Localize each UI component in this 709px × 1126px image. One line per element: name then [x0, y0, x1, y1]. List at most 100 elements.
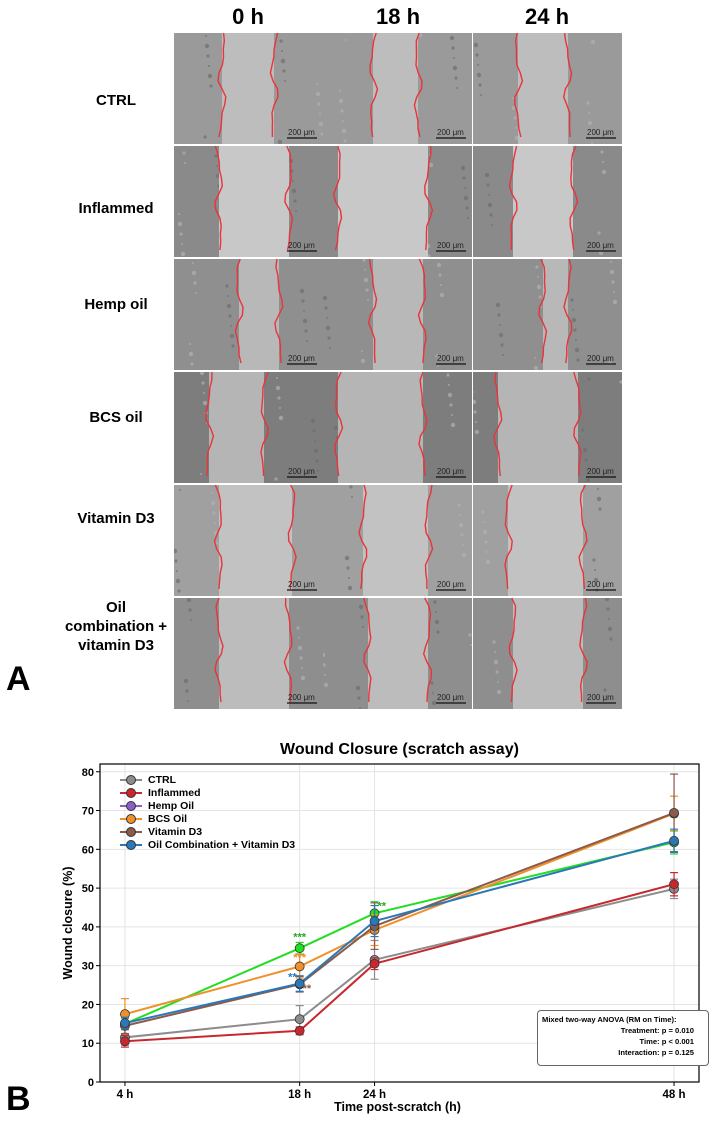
wound-edge-line [234, 259, 244, 364]
cell-speckle [323, 652, 326, 658]
cell-speckle [497, 313, 501, 317]
wound-edge-line [508, 598, 518, 703]
row-label-hemp-oil: Hemp oil [84, 296, 148, 313]
cell-speckle [338, 98, 344, 104]
cell-speckle [202, 400, 208, 406]
cell-speckle [343, 139, 347, 143]
cell-speckle [446, 373, 450, 377]
cell-speckle [602, 161, 604, 163]
cell-speckle [315, 91, 321, 97]
y-tick-label: 0 [88, 1077, 94, 1089]
x-tick-label: 24 h [363, 1089, 386, 1101]
wound-edge-line [569, 146, 579, 251]
cell-speckle [613, 291, 615, 293]
cell-speckle [214, 522, 216, 524]
wound-gap [209, 372, 264, 483]
cell-speckle [448, 384, 450, 386]
cell-speckle [474, 429, 480, 435]
cell-speckle [207, 73, 213, 79]
micrograph-tile: 200 μm [323, 598, 472, 709]
cell-speckle [430, 681, 434, 685]
cell-speckle [464, 187, 466, 189]
cell-speckle [598, 250, 604, 256]
cell-speckle [319, 113, 321, 115]
significance-marker: ** [303, 983, 312, 995]
wound-edge-line [579, 598, 589, 703]
cell-speckle [496, 689, 502, 695]
wound-edge-line [217, 33, 227, 138]
cell-speckle [481, 510, 485, 514]
cell-speckle [201, 381, 205, 385]
cell-speckle [592, 558, 596, 562]
cell-speckle [344, 555, 350, 561]
scale-bar-label: 200 μm [587, 580, 614, 589]
cell-speckle [536, 284, 542, 290]
cell-speckle [179, 232, 183, 236]
wound-gap [373, 259, 423, 370]
micrograph-tile: 200 μm [473, 33, 622, 144]
wound-edge-line [214, 598, 224, 703]
cell-speckle [175, 578, 181, 584]
cell-speckle [227, 295, 229, 297]
row-label-bcs-oil: BCS oil [89, 409, 143, 426]
scale-bar-label: 200 μm [437, 241, 464, 250]
data-point [669, 807, 679, 818]
cell-speckle [601, 169, 607, 175]
cell-speckle [215, 541, 219, 545]
data-point [294, 1025, 305, 1036]
cell-speckle [190, 619, 192, 621]
wound-gap [368, 598, 428, 709]
scale-bar-label: 200 μm [437, 354, 464, 363]
cell-speckle [299, 288, 305, 294]
cell-speckle [229, 333, 235, 339]
cell-speckle [317, 470, 319, 472]
wound-edge-line [367, 259, 378, 364]
cell-speckle [478, 83, 482, 87]
cell-speckle [451, 46, 455, 50]
cell-speckle [462, 544, 464, 546]
y-tick-label: 80 [82, 767, 94, 779]
cell-speckle [318, 121, 323, 127]
legend-swatch [120, 839, 142, 850]
cell-speckle [339, 90, 341, 92]
cell-speckle [362, 626, 364, 628]
row-label-ctrl: CTRL [96, 92, 136, 109]
legend-label: Hemp Oil [148, 799, 195, 812]
wound-edge-line [422, 598, 433, 703]
cell-speckle [187, 700, 189, 702]
wound-edge-line [508, 146, 518, 251]
cell-speckle [228, 314, 232, 318]
column-header-18h: 18 h [375, 4, 421, 29]
wound-edge-line [269, 33, 279, 138]
scale-bar-label: 200 μm [288, 467, 315, 476]
cell-speckle [324, 306, 328, 310]
data-point [120, 1036, 130, 1047]
anova-time: Time: p < 0.001 [639, 1037, 694, 1046]
cell-speckle [206, 54, 210, 58]
cell-speckle [174, 548, 178, 554]
data-point [669, 879, 679, 890]
micrograph-tile: 200 μm [174, 146, 323, 257]
cell-speckle [483, 521, 485, 523]
cell-speckle [306, 340, 308, 342]
wound-gap [373, 33, 418, 144]
cell-speckle [205, 35, 207, 37]
micrograph-tile: 200 μm [473, 259, 622, 370]
cell-speckle [482, 529, 488, 535]
legend-item: Vitamin D3 [120, 825, 295, 838]
micrograph-tile: 200 μm [473, 598, 622, 709]
wound-edge-line [213, 485, 223, 590]
cell-speckle [435, 354, 439, 358]
cell-speckle [341, 128, 347, 134]
micrograph-tile: 200 μm [174, 485, 323, 596]
scale-bar-label: 200 μm [288, 354, 315, 363]
row-label-oil-combination: Oil combination + vitamin D3 [64, 599, 168, 654]
cell-speckle [293, 199, 297, 203]
cell-speckle [607, 626, 613, 632]
wound-edge-line [573, 372, 582, 477]
wound-edge-line [284, 146, 294, 251]
wound-gap [219, 485, 292, 596]
cell-speckle [326, 317, 328, 319]
cell-speckle [582, 447, 588, 453]
cell-speckle [346, 566, 350, 570]
